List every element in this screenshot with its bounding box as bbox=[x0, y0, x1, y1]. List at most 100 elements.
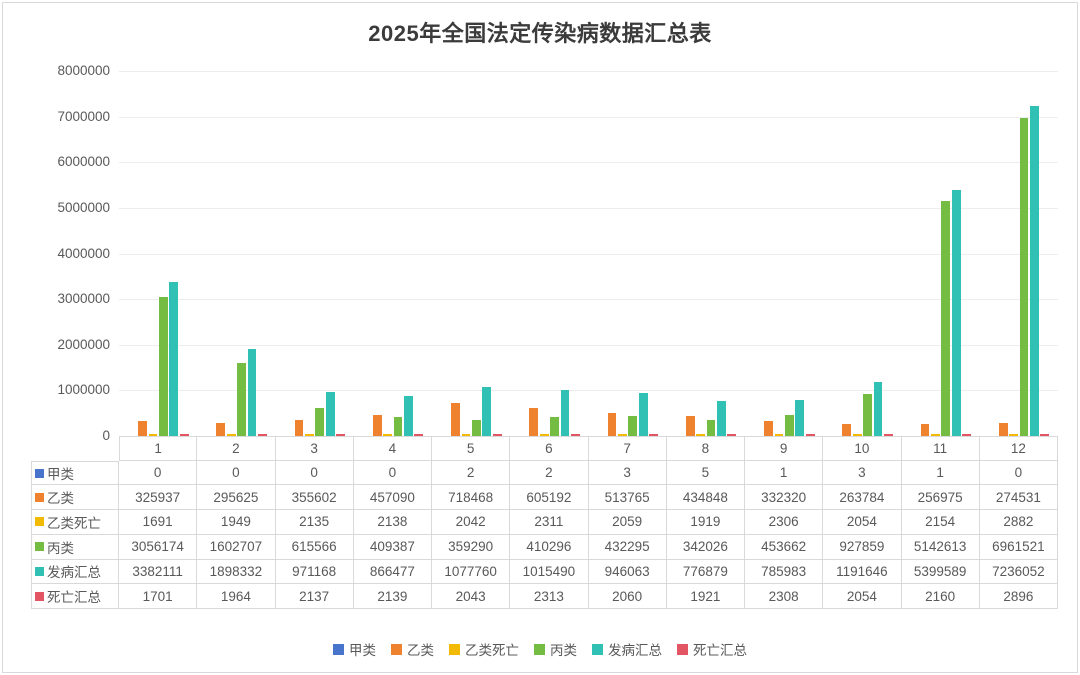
table-cell-丙类: 342026 bbox=[666, 534, 745, 560]
table-cell-乙类: 718468 bbox=[432, 485, 511, 511]
bar-死亡汇总-month-3 bbox=[336, 434, 346, 436]
row-header-发病汇总: 发病汇总 bbox=[31, 559, 119, 585]
bar-乙类-month-3 bbox=[294, 419, 304, 436]
column-header-month-9: 9 bbox=[745, 436, 824, 461]
bar-乙类死亡-month-6 bbox=[539, 434, 549, 436]
y-axis-tick-label: 7000000 bbox=[57, 108, 110, 124]
legend-label: 发病汇总 bbox=[608, 643, 662, 658]
bar-乙类-month-4 bbox=[372, 415, 382, 436]
table-cell-乙类: 605192 bbox=[510, 485, 589, 511]
legend-label: 乙类 bbox=[407, 643, 434, 658]
table-cell-乙类死亡: 2054 bbox=[823, 510, 902, 535]
table-cell-死亡汇总: 2139 bbox=[353, 584, 432, 609]
bar-丙类-month-6 bbox=[550, 417, 559, 436]
row-header-死亡汇总: 死亡汇总 bbox=[31, 584, 119, 609]
table-cell-丙类: 3056174 bbox=[119, 534, 198, 560]
table-cell-乙类: 263784 bbox=[823, 485, 902, 511]
table-cell-乙类: 274531 bbox=[979, 485, 1058, 511]
table-cell-乙类死亡: 2306 bbox=[745, 510, 824, 535]
y-axis-tick-label: 8000000 bbox=[57, 63, 110, 78]
bar-发病汇总-month-10 bbox=[873, 381, 883, 436]
table-cell-发病汇总: 946063 bbox=[588, 559, 667, 585]
bar-死亡汇总-month-11 bbox=[962, 434, 972, 436]
bar-发病汇总-month-1 bbox=[169, 281, 179, 436]
bar-死亡汇总-month-7 bbox=[649, 434, 659, 436]
table-cell-甲类: 1 bbox=[901, 460, 980, 486]
row-header-label: 发病汇总 bbox=[47, 565, 101, 581]
table-cell-乙类死亡: 2882 bbox=[979, 510, 1058, 535]
table-cell-发病汇总: 3382111 bbox=[119, 559, 198, 585]
bar-乙类-month-6 bbox=[529, 408, 539, 436]
bar-发病汇总-month-12 bbox=[1030, 105, 1039, 436]
series-swatch-死亡汇总 bbox=[35, 591, 44, 601]
legend-item-乙类死亡: 乙类死亡 bbox=[449, 639, 519, 659]
table-cell-乙类: 513765 bbox=[588, 485, 667, 511]
bar-发病汇总-month-6 bbox=[560, 389, 570, 436]
legend-item-甲类: 甲类 bbox=[333, 639, 376, 659]
bar-丙类-month-12 bbox=[1019, 118, 1029, 436]
bar-发病汇总-month-5 bbox=[482, 386, 492, 436]
row-header-label: 丙类 bbox=[47, 540, 74, 556]
bar-乙类死亡-month-10 bbox=[852, 434, 862, 436]
series-swatch-丙类 bbox=[35, 542, 44, 552]
bar-发病汇总-month-7 bbox=[638, 392, 648, 436]
bar-死亡汇总-month-10 bbox=[883, 434, 893, 436]
bar-丙类-month-10 bbox=[863, 393, 872, 436]
column-header-month-11: 11 bbox=[901, 436, 980, 461]
row-header-乙类死亡: 乙类死亡 bbox=[31, 510, 119, 535]
legend-item-发病汇总: 发病汇总 bbox=[592, 639, 662, 659]
table-cell-丙类: 453662 bbox=[745, 534, 824, 560]
column-header-month-10: 10 bbox=[823, 436, 902, 461]
bar-丙类-month-9 bbox=[784, 415, 794, 436]
bar-乙类死亡-month-11 bbox=[931, 434, 940, 436]
bar-发病汇总-month-4 bbox=[404, 396, 413, 436]
bar-乙类死亡-month-8 bbox=[696, 434, 706, 436]
table-cell-丙类: 410296 bbox=[510, 534, 589, 560]
gridline bbox=[119, 390, 1058, 392]
table-cell-死亡汇总: 2060 bbox=[588, 584, 667, 609]
table-cell-乙类死亡: 2059 bbox=[588, 510, 667, 535]
table-cell-死亡汇总: 2308 bbox=[745, 584, 824, 609]
table-cell-死亡汇总: 2160 bbox=[901, 584, 980, 609]
series-swatch-乙类死亡 bbox=[35, 517, 44, 527]
table-cell-乙类: 325937 bbox=[119, 485, 198, 511]
gridline bbox=[119, 299, 1058, 301]
table-cell-发病汇总: 971168 bbox=[275, 559, 354, 585]
table-cell-死亡汇总: 2054 bbox=[823, 584, 902, 609]
series-swatch-乙类 bbox=[35, 492, 44, 502]
bar-乙类-month-5 bbox=[451, 403, 460, 436]
table-cell-甲类: 0 bbox=[119, 460, 198, 486]
y-axis-tick-label: 1000000 bbox=[57, 382, 110, 398]
bar-发病汇总-month-3 bbox=[325, 391, 335, 436]
legend-swatch-发病汇总 bbox=[592, 643, 603, 655]
bar-乙类死亡-month-2 bbox=[226, 434, 236, 436]
table-cell-丙类: 409387 bbox=[353, 534, 432, 560]
bar-死亡汇总-month-9 bbox=[805, 434, 815, 436]
legend-item-乙类: 乙类 bbox=[391, 639, 434, 659]
table-cell-甲类: 3 bbox=[588, 460, 667, 486]
column-header-month-8: 8 bbox=[666, 436, 745, 461]
chart-title: 2025年全国法定传染病数据汇总表 bbox=[368, 21, 712, 46]
legend-swatch-丙类 bbox=[534, 643, 545, 655]
table-cell-甲类: 5 bbox=[666, 460, 745, 486]
bar-死亡汇总-month-8 bbox=[727, 434, 737, 436]
column-header-month-4: 4 bbox=[353, 436, 432, 461]
bar-死亡汇总-month-5 bbox=[492, 434, 502, 436]
table-cell-乙类: 355602 bbox=[275, 485, 354, 511]
plot-area bbox=[119, 71, 1058, 436]
bar-乙类-month-12 bbox=[998, 423, 1008, 436]
column-header-month-2: 2 bbox=[197, 436, 276, 461]
legend-swatch-死亡汇总 bbox=[677, 643, 688, 655]
table-cell-甲类: 0 bbox=[353, 460, 432, 486]
y-axis-tick-label: 2000000 bbox=[57, 336, 110, 352]
table-cell-乙类: 457090 bbox=[353, 485, 432, 511]
table-cell-丙类: 359290 bbox=[432, 534, 511, 560]
bar-乙类-month-11 bbox=[920, 424, 930, 436]
bar-发病汇总-month-2 bbox=[247, 349, 257, 436]
table-cell-甲类: 3 bbox=[823, 460, 902, 486]
table-cell-发病汇总: 1898332 bbox=[197, 559, 276, 585]
bar-乙类-month-9 bbox=[764, 420, 773, 436]
gridline bbox=[119, 344, 1058, 346]
table-cell-死亡汇总: 2896 bbox=[979, 584, 1058, 609]
table-cell-乙类: 332320 bbox=[745, 485, 824, 511]
